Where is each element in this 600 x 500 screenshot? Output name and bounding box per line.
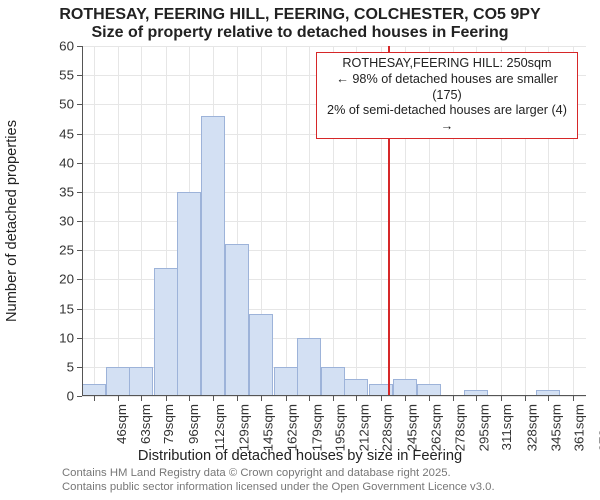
- ytick-mark: [77, 396, 82, 397]
- annotation-line: 2% of semi-detached houses are larger (4…: [323, 103, 571, 135]
- gridline-vertical: [286, 46, 287, 396]
- xtick-label: 262sqm: [429, 404, 444, 451]
- xtick-mark: [381, 396, 382, 401]
- ytick-label: 15: [59, 301, 74, 316]
- ytick-label: 60: [59, 39, 74, 54]
- histogram-bar: [274, 367, 298, 396]
- xtick-label: 195sqm: [332, 404, 347, 451]
- xtick-label: 345sqm: [549, 404, 564, 451]
- xtick-mark: [429, 396, 430, 401]
- gridline-vertical: [141, 46, 142, 396]
- xtick-mark: [166, 396, 167, 401]
- histogram-bar: [106, 367, 130, 396]
- xtick-label: 311sqm: [499, 404, 514, 450]
- ytick-label: 50: [59, 97, 74, 112]
- ytick-label: 20: [59, 272, 74, 287]
- chart-title-line1: ROTHESAY, FEERING HILL, FEERING, COLCHES…: [0, 6, 600, 24]
- xtick-mark: [476, 396, 477, 401]
- chart-container: ROTHESAY, FEERING HILL, FEERING, COLCHES…: [0, 0, 600, 500]
- annotation-line: ← 98% of detached houses are smaller (17…: [323, 72, 571, 104]
- ytick-label: 5: [67, 359, 74, 374]
- xtick-mark: [189, 396, 190, 401]
- xtick-label: 96sqm: [186, 404, 201, 444]
- histogram-bar: [154, 268, 178, 396]
- xtick-label: 328sqm: [524, 404, 539, 451]
- xtick-mark: [261, 396, 262, 401]
- xtick-mark: [141, 396, 142, 401]
- y-axis-line: [82, 46, 83, 396]
- xtick-label: 179sqm: [309, 404, 324, 451]
- xtick-mark: [213, 396, 214, 401]
- xtick-mark: [94, 396, 95, 401]
- xtick-mark: [309, 396, 310, 401]
- chart-title-line2: Size of property relative to detached ho…: [0, 24, 600, 42]
- histogram-bar: [177, 192, 201, 396]
- ytick-label: 30: [59, 214, 74, 229]
- ytick-label: 40: [59, 155, 74, 170]
- histogram-bar: [344, 379, 368, 397]
- xtick-mark: [333, 396, 334, 401]
- ytick-label: 10: [59, 330, 74, 345]
- xtick-mark: [548, 396, 549, 401]
- ytick-label: 35: [59, 184, 74, 199]
- histogram-bar: [225, 244, 249, 396]
- ytick-label: 55: [59, 68, 74, 83]
- ytick-label: 45: [59, 126, 74, 141]
- xtick-label: 112sqm: [212, 404, 227, 450]
- gridline-vertical: [94, 46, 95, 396]
- xtick-label: 79sqm: [161, 404, 176, 444]
- xtick-mark: [501, 396, 502, 401]
- xtick-mark: [525, 396, 526, 401]
- histogram-bar: [297, 338, 321, 396]
- histogram-bar: [321, 367, 345, 396]
- chart-footer-credits: Contains HM Land Registry data © Crown c…: [62, 466, 495, 494]
- xtick-mark: [573, 396, 574, 401]
- y-axis-title: Number of detached properties: [4, 120, 20, 322]
- histogram-bar: [249, 314, 273, 396]
- ytick-label: 25: [59, 243, 74, 258]
- xtick-label: 245sqm: [405, 404, 420, 451]
- xtick-label: 212sqm: [357, 404, 372, 451]
- xtick-label: 46sqm: [114, 404, 129, 444]
- xtick-mark: [356, 396, 357, 401]
- gridline-vertical: [118, 46, 119, 396]
- xtick-mark: [453, 396, 454, 401]
- xtick-label: 228sqm: [380, 404, 395, 451]
- ytick-label: 0: [67, 389, 74, 404]
- histogram-bar: [201, 116, 225, 396]
- x-axis-line: [82, 395, 586, 396]
- xtick-label: 145sqm: [260, 404, 275, 451]
- histogram-bar: [129, 367, 153, 396]
- xtick-mark: [237, 396, 238, 401]
- xtick-label: 361sqm: [572, 404, 587, 451]
- xtick-mark: [405, 396, 406, 401]
- annotation-line: ROTHESAY,FEERING HILL: 250sqm: [323, 56, 571, 72]
- xtick-label: 129sqm: [237, 404, 252, 451]
- xtick-mark: [286, 396, 287, 401]
- xtick-label: 162sqm: [285, 404, 300, 451]
- xtick-label: 278sqm: [452, 404, 467, 451]
- xtick-mark: [118, 396, 119, 401]
- xtick-label: 63sqm: [138, 404, 153, 444]
- annotation-box: ROTHESAY,FEERING HILL: 250sqm← 98% of de…: [316, 52, 578, 139]
- xtick-label: 295sqm: [477, 404, 492, 451]
- histogram-bar: [393, 379, 417, 397]
